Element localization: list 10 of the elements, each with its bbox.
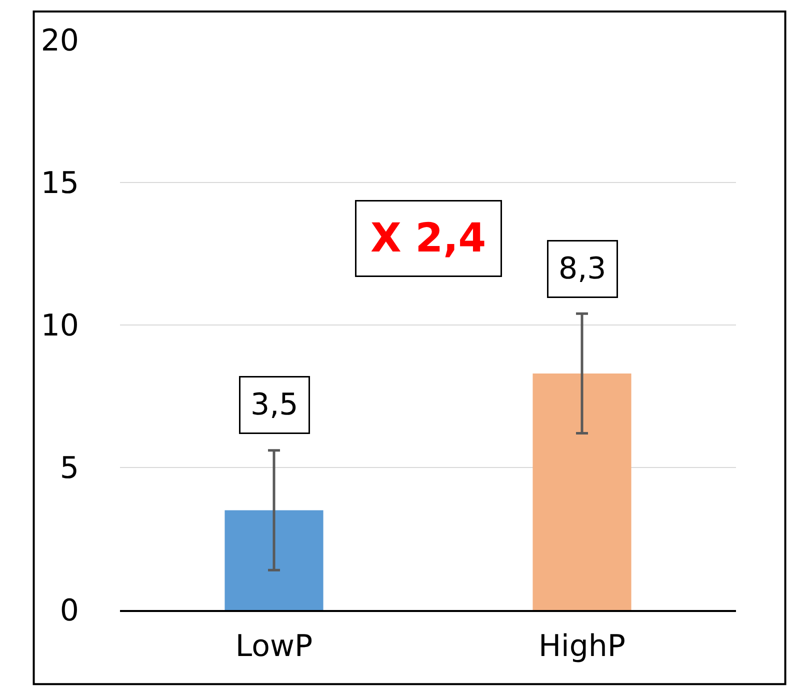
annotation: X 2,4 (370, 216, 486, 262)
x-tick-label: LowP (235, 628, 313, 664)
y-tick-label: 5 (60, 451, 79, 486)
data-label: 3,5 (250, 388, 298, 422)
y-tick-label: 0 (60, 594, 79, 628)
y-tick-label: 15 (40, 166, 79, 201)
y-tick-label: 20 (40, 24, 79, 58)
x-tick-label: HighP (538, 628, 626, 664)
data-label: 8,3 (558, 252, 606, 286)
y-tick-label: 10 (40, 308, 79, 344)
